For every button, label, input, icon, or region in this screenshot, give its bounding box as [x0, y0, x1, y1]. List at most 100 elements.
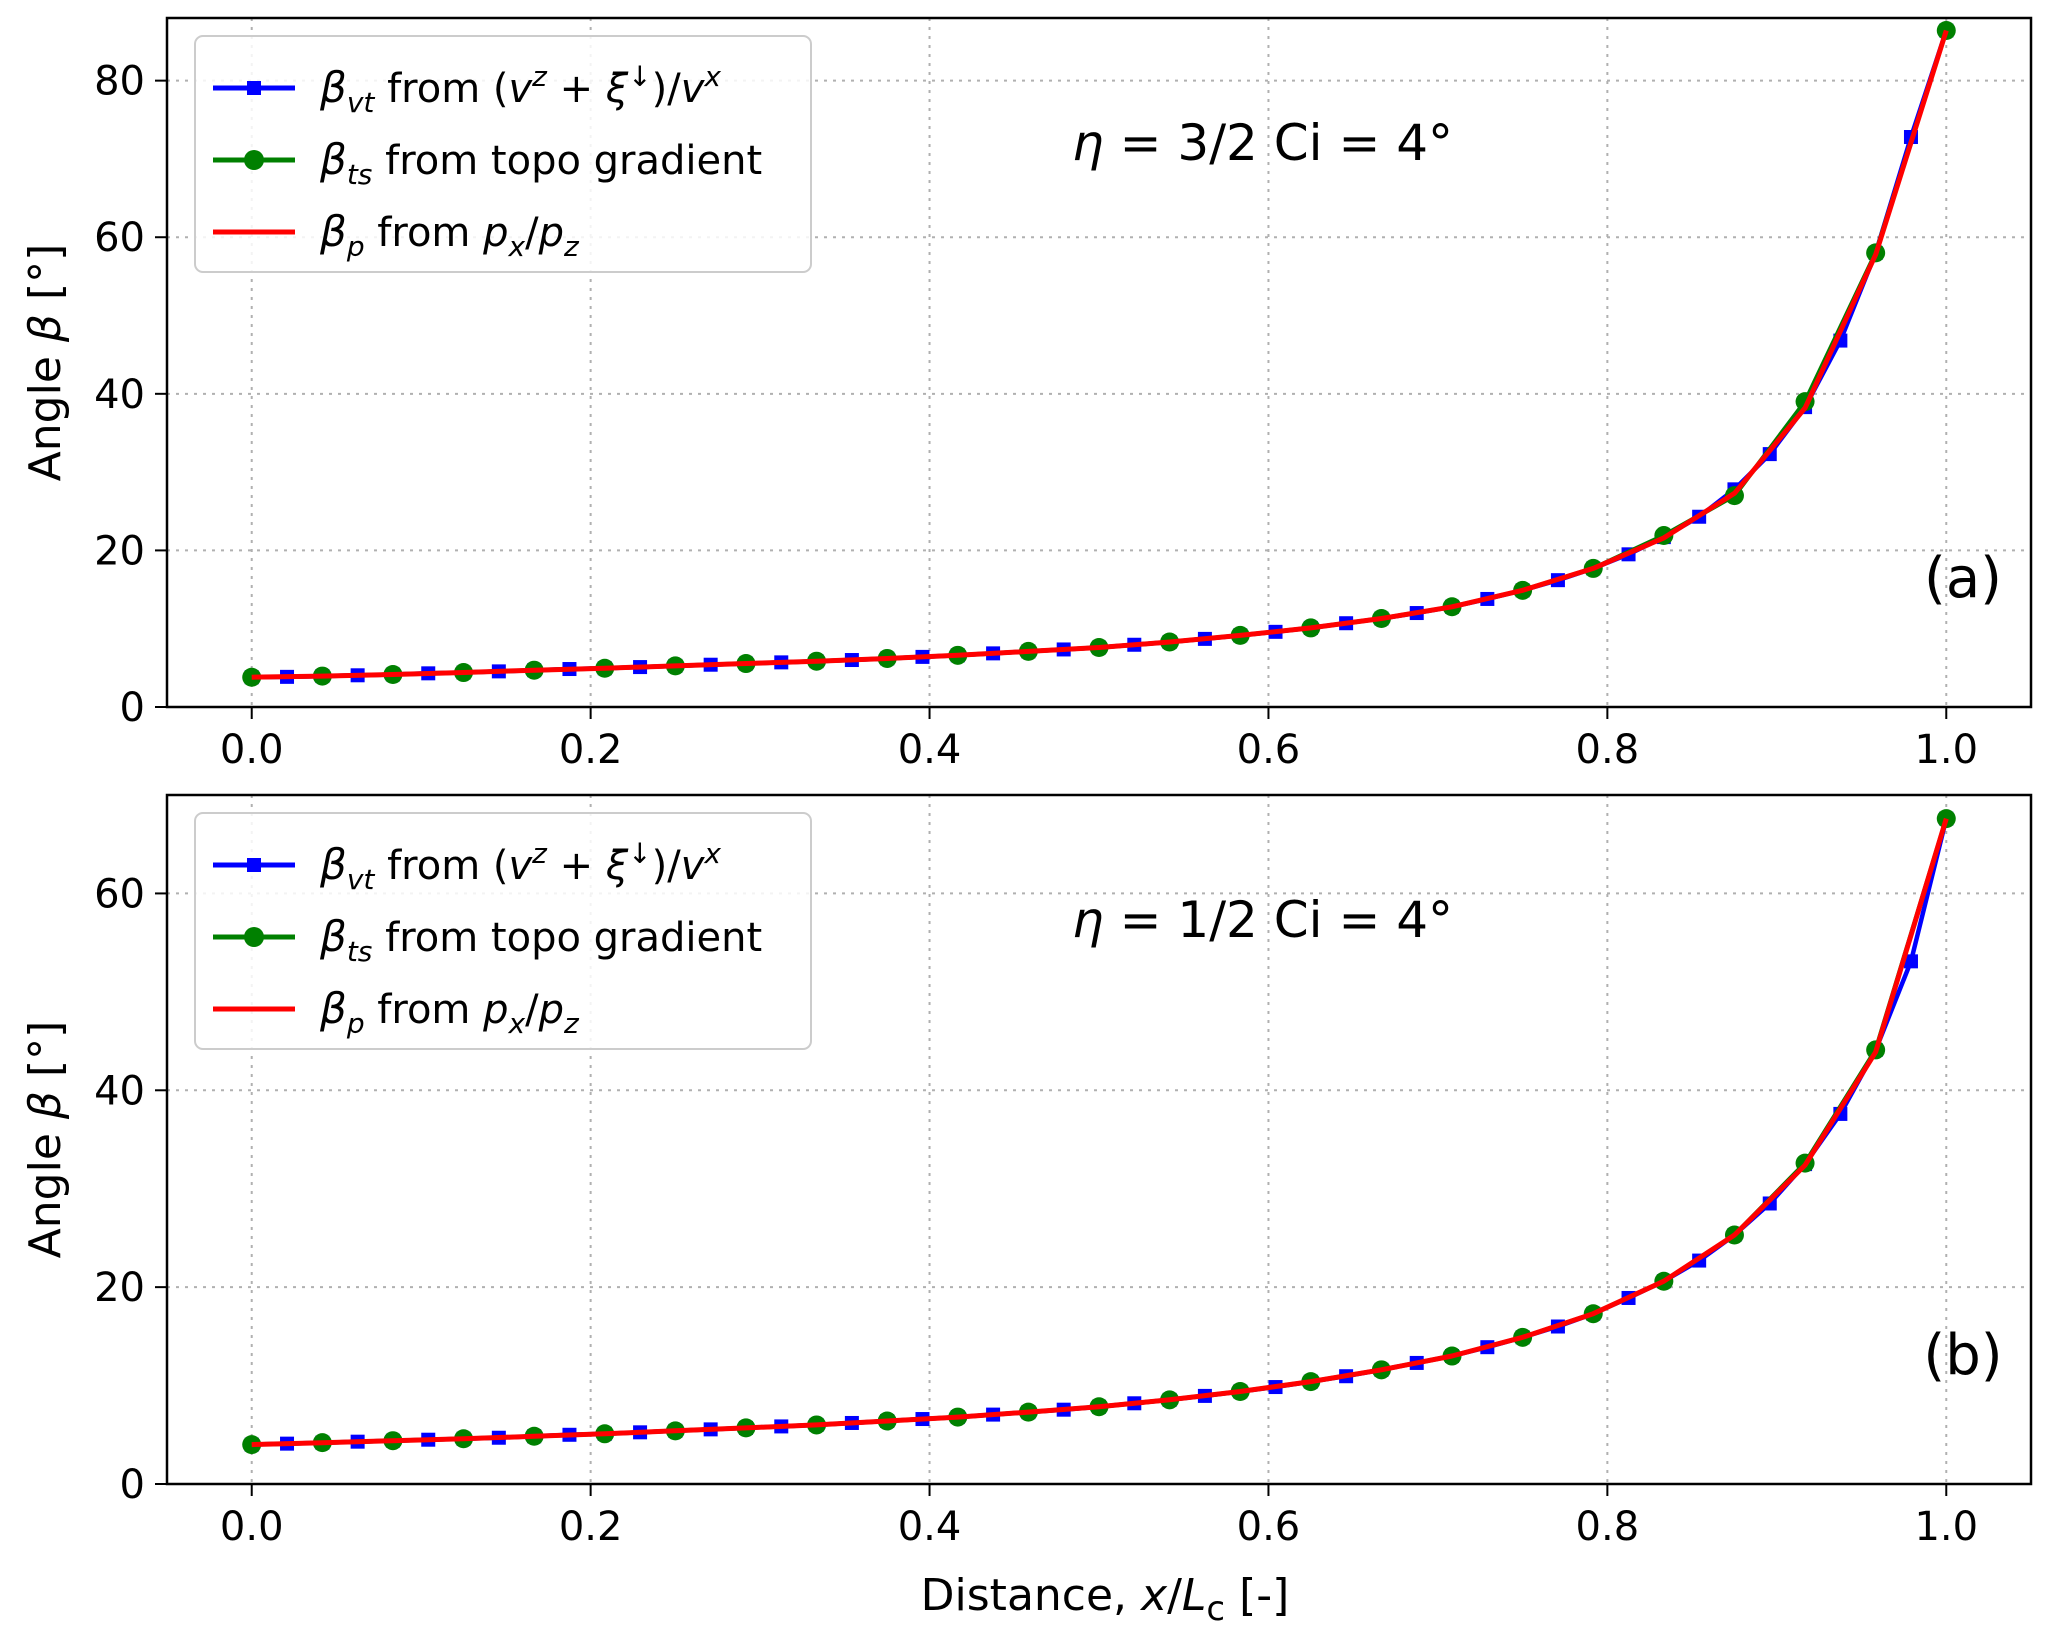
legend-var: ξ — [605, 843, 629, 889]
y-axis-label-prefix: Angle — [20, 1119, 71, 1258]
axes-frame — [165, 793, 2033, 1486]
y-axis-label-symbol: β — [20, 314, 71, 343]
legend-text: from ( — [374, 66, 508, 112]
legend-subscript: x — [508, 1007, 526, 1040]
legend-symbol: β — [319, 63, 347, 112]
y-tick-label: 0 — [120, 1462, 145, 1508]
y-tick-label: 0 — [120, 685, 145, 731]
x-tick-label: 0.6 — [1237, 727, 1301, 773]
x-axis-label-unit: [-] — [1225, 1570, 1289, 1621]
legend-var: v — [509, 66, 534, 112]
legend-var: ξ — [605, 66, 629, 112]
legend-label-vt: βvt from (vz + ξ↓)/vx — [319, 837, 721, 896]
y-tick-label: 60 — [94, 215, 145, 261]
x-tick-label: 0.0 — [220, 1504, 284, 1550]
x-tick-label: 0.2 — [559, 727, 623, 773]
y-axis-label-unit: [°] — [20, 1021, 71, 1091]
legend-text: )/ — [652, 66, 682, 112]
legend-text: / — [525, 987, 539, 1033]
legend-subscript: z — [563, 230, 580, 263]
legend-text: )/ — [652, 843, 682, 889]
x-tick-label: 0.0 — [220, 727, 284, 773]
legend-label-p: βp from px/pz — [319, 984, 580, 1040]
legend-subscript: z — [563, 1007, 580, 1040]
legend-box — [194, 35, 812, 273]
legend-superscript: z — [531, 837, 548, 870]
x-axis-label: Distance, x/Lc [-] — [921, 1570, 1290, 1629]
y-axis-label: Angle β [°] — [20, 1021, 71, 1259]
legend-text: from — [365, 987, 484, 1033]
legend-symbol: β — [319, 207, 347, 256]
x-tick-label: 1.0 — [1914, 1504, 1978, 1550]
legend-text: from ( — [374, 843, 508, 889]
legend-subscript: p — [346, 230, 365, 263]
legend-text: from — [365, 210, 484, 256]
legend-text: + — [547, 66, 606, 112]
legend-marker-vt — [247, 81, 261, 95]
parameter-annotation: η = 3/2 Ci = 4° — [1072, 114, 1453, 172]
legend-subscript: p — [346, 1007, 365, 1040]
legend-label-p: βp from px/pz — [319, 207, 580, 263]
x-tick-label: 0.4 — [898, 727, 962, 773]
legend-superscript: x — [703, 837, 721, 870]
y-tick-label: 40 — [94, 1068, 145, 1114]
legend-var: v — [681, 66, 706, 112]
y-tick-label: 60 — [94, 871, 145, 917]
legend-label-vt: βvt from (vz + ξ↓)/vx — [319, 60, 721, 119]
x-axis-label-sep: / — [1167, 1570, 1182, 1621]
x-tick-label: 0.6 — [1237, 1504, 1301, 1550]
x-axis-label-L: L — [1182, 1570, 1207, 1621]
x-tick-label: 0.8 — [1576, 727, 1640, 773]
parameter-annotation: η = 1/2 Ci = 4° — [1072, 891, 1453, 949]
legend-text: + — [547, 843, 606, 889]
legend-marker-vt — [247, 858, 261, 872]
x-axis-label-prefix: Distance, — [921, 1570, 1141, 1621]
plot-area — [242, 21, 1956, 687]
y-tick-label: 20 — [94, 1265, 145, 1311]
series-line-p — [251, 817, 1949, 1448]
y-tick-label: 20 — [94, 528, 145, 574]
y-axis-label: Angle β [°] — [20, 244, 71, 482]
legend-superscript: ↓ — [628, 837, 651, 870]
y-axis-label-prefix: Angle — [20, 342, 71, 481]
axes-frame — [165, 16, 2033, 709]
legend-subscript: vt — [347, 863, 376, 896]
legend-text: from topo gradient — [372, 915, 762, 961]
plot-area — [242, 809, 1956, 1455]
x-axis-label-var: x — [1139, 1570, 1168, 1621]
y-axis-label-symbol: β — [20, 1091, 71, 1120]
legend-superscript: ↓ — [628, 60, 651, 93]
legend-var: p — [482, 210, 508, 256]
legend-var: v — [509, 843, 534, 889]
legend-text: / — [525, 210, 539, 256]
x-tick-label: 0.4 — [898, 1504, 962, 1550]
legend-var: p — [538, 987, 564, 1033]
annotation-text: = 1/2 Ci = 4° — [1104, 891, 1453, 949]
panel-label: (a) — [1924, 546, 2002, 611]
legend-symbol: β — [319, 912, 347, 961]
panel-label: (b) — [1923, 1323, 2002, 1388]
legend-text: from topo gradient — [372, 138, 762, 184]
annotation-eta-symbol: η — [1072, 891, 1104, 949]
annotation-text: = 3/2 Ci = 4° — [1104, 114, 1453, 172]
legend-marker-ts — [244, 927, 264, 947]
legend-var: v — [681, 843, 706, 889]
x-tick-label: 1.0 — [1914, 727, 1978, 773]
legend-symbol: β — [319, 984, 347, 1033]
legend-label-ts: βts from topo gradient — [319, 912, 762, 968]
legend-subscript: vt — [347, 86, 376, 119]
y-axis-label-unit: [°] — [20, 244, 71, 314]
legend-marker-ts — [244, 150, 264, 170]
x-tick-label: 0.2 — [559, 1504, 623, 1550]
legend-superscript: z — [531, 60, 548, 93]
legend-subscript: ts — [347, 158, 373, 191]
legend-superscript: x — [703, 60, 721, 93]
y-tick-label: 40 — [94, 372, 145, 418]
series-line-p — [251, 29, 1949, 680]
legend-symbol: β — [319, 840, 347, 889]
y-tick-label: 80 — [94, 59, 145, 105]
legend-var: p — [538, 210, 564, 256]
